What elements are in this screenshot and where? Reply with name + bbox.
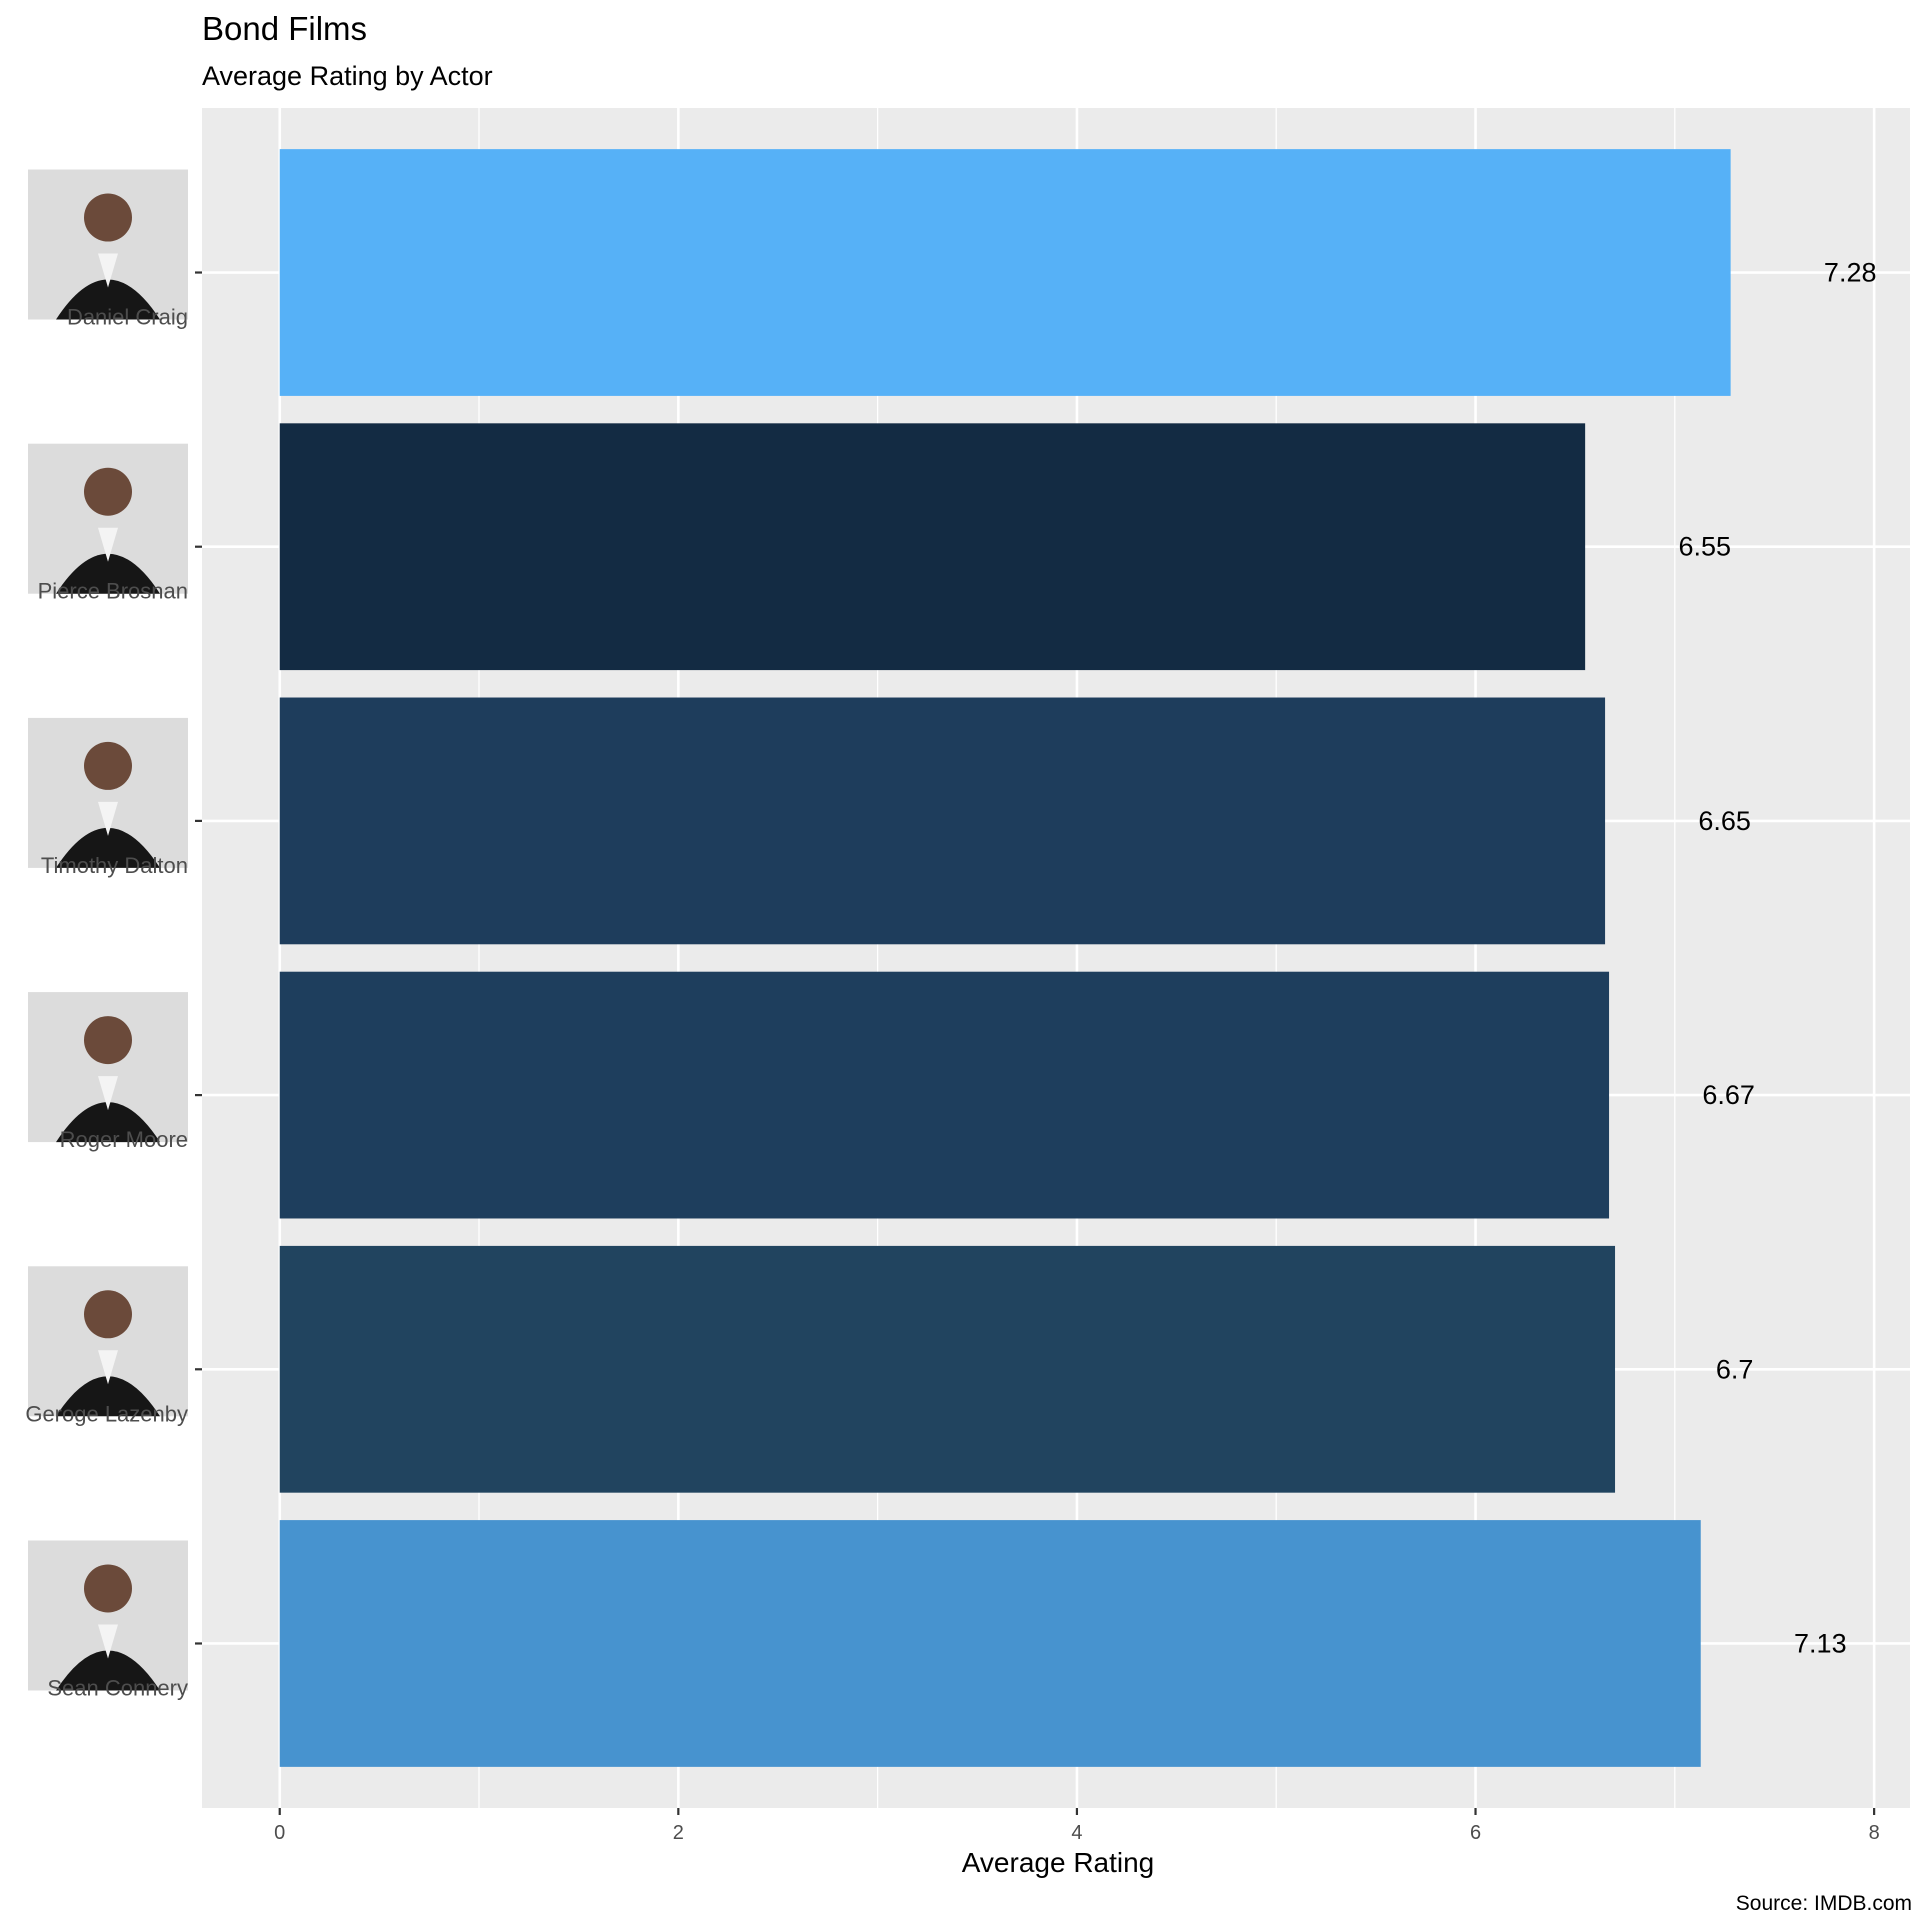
bar xyxy=(279,149,1731,396)
data-label: 6.7 xyxy=(1716,1354,1754,1384)
actor-photo-shirt xyxy=(98,1350,118,1385)
chart-title: Bond Films xyxy=(202,10,367,47)
x-tick-label: 6 xyxy=(1470,1822,1481,1844)
bar xyxy=(279,423,1586,671)
actor-photo-suit xyxy=(56,279,160,320)
y-axis: Daniel Craig Pierce Brosnan Timothy Dalton… xyxy=(25,169,202,1700)
data-label: 6.67 xyxy=(1702,1080,1755,1110)
y-tick-label: Roger Moore xyxy=(60,1127,188,1152)
x-tick-label: 2 xyxy=(673,1822,684,1844)
x-tick-label: 8 xyxy=(1869,1822,1880,1844)
actor-photo-head xyxy=(84,1016,132,1065)
bar xyxy=(279,1520,1701,1767)
x-tick-label: 0 xyxy=(274,1822,285,1844)
bars xyxy=(279,149,1731,1767)
actor-photo-head xyxy=(84,193,132,242)
y-tick-label: Sean Connery xyxy=(47,1675,188,1700)
chart-subtitle: Average Rating by Actor xyxy=(202,61,493,91)
data-label: 7.13 xyxy=(1794,1628,1847,1658)
actor-photo xyxy=(28,169,188,320)
actor-photo xyxy=(28,1266,188,1417)
y-tick-label: Pierce Brosnan xyxy=(38,579,188,604)
actor-photo-shirt xyxy=(98,253,118,288)
actor-photo-head xyxy=(84,1564,132,1613)
x-axis-title: Average Rating xyxy=(962,1847,1155,1878)
actor-photo xyxy=(28,717,188,868)
source-caption: Source: IMDB.com xyxy=(1736,1892,1912,1915)
actor-photo-head xyxy=(84,467,132,516)
actor-photo-shirt xyxy=(98,801,118,836)
bar xyxy=(279,1245,1616,1493)
data-label: 6.55 xyxy=(1678,532,1731,562)
actor-photo-shirt xyxy=(98,1076,118,1111)
actor-photo-suit xyxy=(56,827,160,868)
actor-photo-suit xyxy=(56,1376,160,1417)
data-label: 6.65 xyxy=(1698,806,1751,836)
actor-photo-head xyxy=(84,741,132,790)
actor-photo xyxy=(28,1540,188,1691)
x-tick-label: 4 xyxy=(1071,1822,1082,1844)
actor-photo-suit xyxy=(56,1650,160,1691)
actor-photo-shirt xyxy=(98,527,118,562)
actor-photo-head xyxy=(84,1290,132,1339)
y-tick-label: Geroge Lazenby xyxy=(25,1401,188,1426)
actor-photo-shirt xyxy=(98,1624,118,1659)
x-axis: 0 2 4 6 8 xyxy=(274,1808,1880,1844)
y-tick-label: Timothy Dalton xyxy=(41,853,188,878)
actor-photo-suit xyxy=(56,1102,160,1143)
actor-photo xyxy=(28,992,188,1143)
actor-photo-suit xyxy=(56,553,160,594)
bar xyxy=(279,697,1606,945)
data-label: 7.28 xyxy=(1824,258,1877,288)
actor-photo xyxy=(28,443,188,594)
y-tick-label: Daniel Craig xyxy=(67,305,188,330)
value-labels: 7.28 6.55 6.65 6.67 6.7 7.13 xyxy=(1678,258,1876,1659)
bar xyxy=(279,971,1610,1219)
